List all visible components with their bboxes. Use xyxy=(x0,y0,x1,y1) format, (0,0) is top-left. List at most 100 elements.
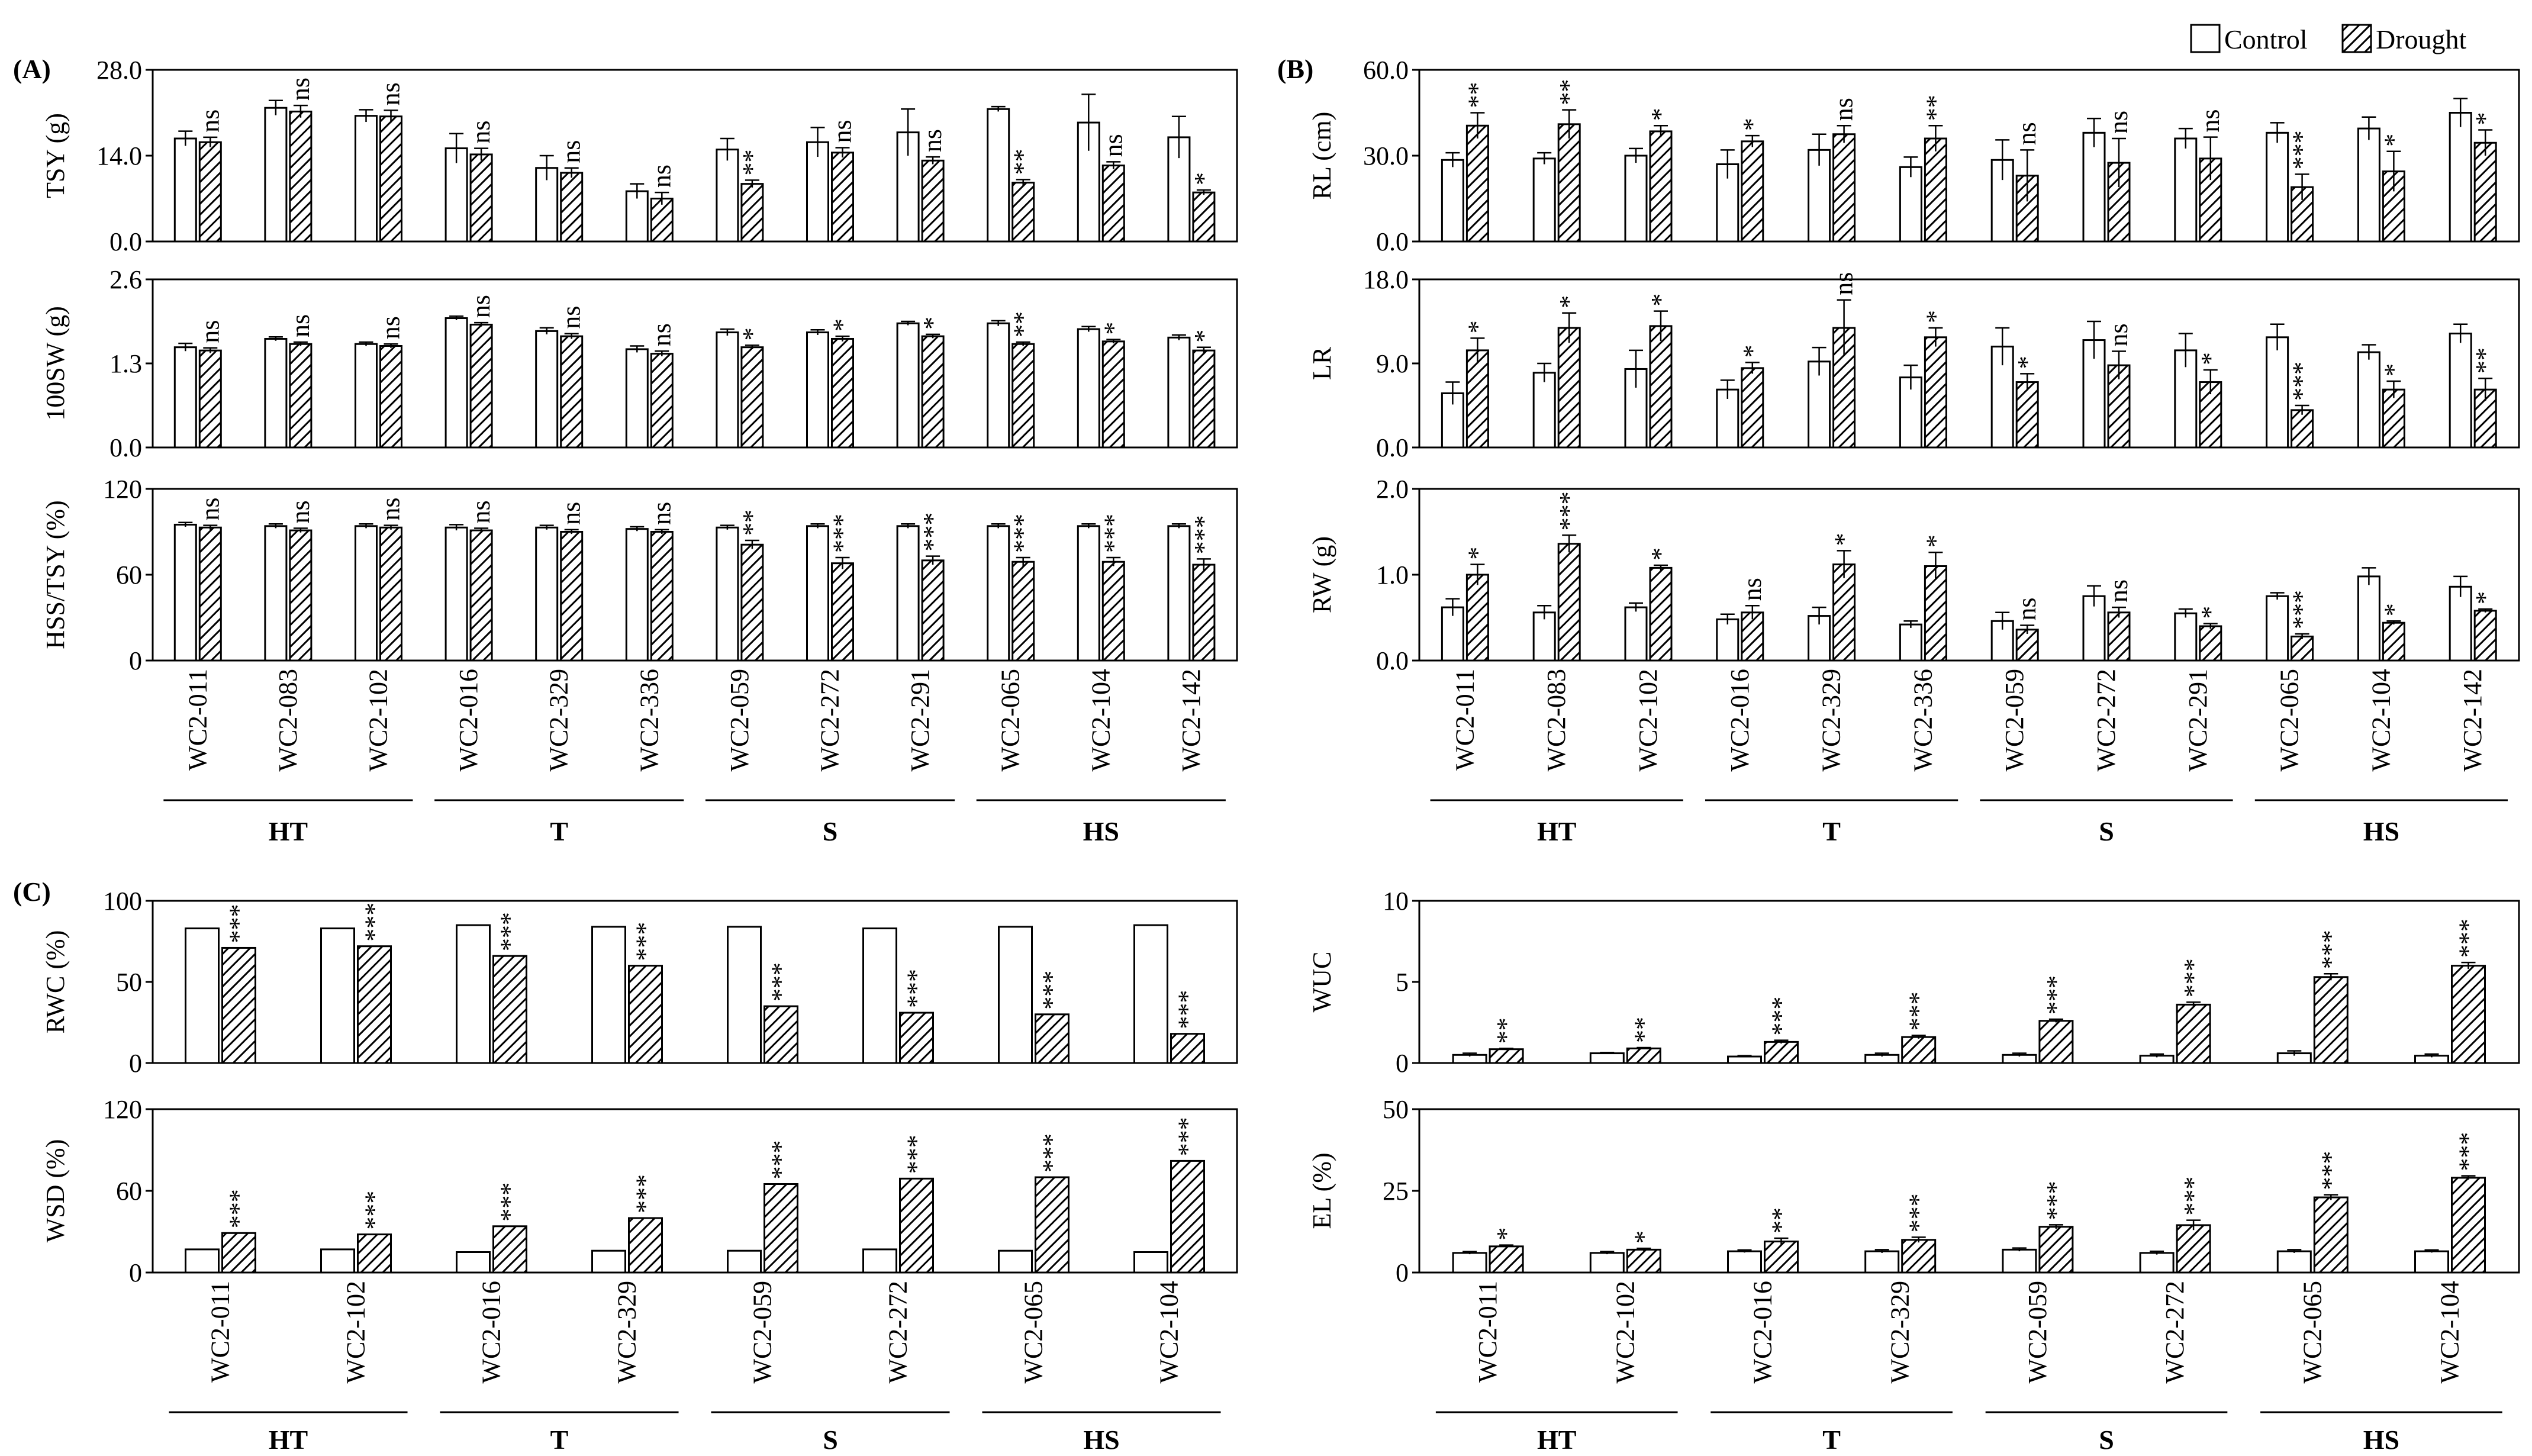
rw-bar-drought-wc2-104 xyxy=(2382,621,2405,662)
wsd-bar-control-wc2-011 xyxy=(185,1248,220,1274)
rwc-bar-control-wc2-104 xyxy=(1133,924,1168,1064)
rl-bar-drought-wc2-016 xyxy=(1741,140,1764,243)
100sw-bar-drought-wc2-272 xyxy=(831,337,854,449)
group-label-t: T xyxy=(1822,816,1841,846)
lr-significance: ns xyxy=(2104,323,2133,346)
rw-significance: * xyxy=(1462,547,1492,560)
wuc-significance: ** xyxy=(1492,1017,1521,1043)
hss-tsy-bar-control-wc2-065 xyxy=(987,525,1010,662)
hss-tsy-significance: ** xyxy=(737,510,766,536)
wuc-bar-drought-wc2-272 xyxy=(2176,1003,2211,1064)
hss-tsy-bar-control-wc2-142 xyxy=(1167,525,1191,662)
category-label-wc2-336: WC2-336 xyxy=(634,669,663,772)
rl-bar-control-wc2-065 xyxy=(2266,131,2289,243)
100sw-plot-frame xyxy=(152,278,1238,449)
category-label-wc2-011: WC2-011 xyxy=(183,669,212,771)
rl-significance: * xyxy=(2379,134,2408,147)
100sw-bar-control-wc2-011 xyxy=(173,346,197,449)
wsd-ylabel: WSD (%) xyxy=(41,1139,70,1243)
tsy-significance: ns xyxy=(918,129,947,152)
rl-bar-drought-wc2-336 xyxy=(1924,137,1947,243)
tsy-bar-control-wc2-083 xyxy=(264,107,288,243)
wsd-bar-drought-wc2-102 xyxy=(357,1233,392,1274)
tsy-bar-control-wc2-336 xyxy=(625,190,649,243)
category-label-wc2-016: WC2-016 xyxy=(454,669,483,772)
hss-tsy-significance: *** xyxy=(918,513,947,552)
lr-ytick-label: 18.0 xyxy=(1363,265,1409,294)
category-label-wc2-104: WC2-104 xyxy=(1155,1281,1184,1384)
wuc-bar-drought-wc2-104 xyxy=(2451,965,2486,1064)
100sw-bar-drought-wc2-102 xyxy=(379,345,402,449)
category-label-wc2-059: WC2-059 xyxy=(748,1281,777,1384)
el-significance: * xyxy=(1492,1228,1521,1241)
wuc-bar-drought-wc2-329 xyxy=(1901,1036,1937,1064)
category-label-wc2-291: WC2-291 xyxy=(2183,669,2212,772)
tsy-bar-control-wc2-329 xyxy=(535,167,559,243)
category-label-wc2-272: WC2-272 xyxy=(884,1281,913,1384)
wuc-bar-control-wc2-102 xyxy=(1589,1052,1625,1064)
el-bar-drought-wc2-272 xyxy=(2176,1224,2211,1274)
rw-bar-drought-wc2-291 xyxy=(2199,625,2222,662)
el-bar-drought-wc2-102 xyxy=(1626,1248,1661,1274)
wsd-ytick-label: 0 xyxy=(129,1258,142,1287)
rw-ytick-label: 1.0 xyxy=(1376,561,1409,590)
group-label-t: T xyxy=(1822,1425,1841,1455)
rwc-bar-control-wc2-016 xyxy=(456,924,491,1064)
rl-ytick-label: 60.0 xyxy=(1363,56,1409,85)
chart-rl: 0.030.060.0RL (cm)** ****ns **ns ns ns*** ** xyxy=(1307,56,2520,256)
lr-significance: * xyxy=(2196,352,2225,365)
el-ylabel: EL (%) xyxy=(1307,1152,1336,1229)
legend-control-swatch xyxy=(2190,24,2221,53)
hss-tsy-bar-drought-wc2-291 xyxy=(921,559,945,662)
category-label-wc2-016: WC2-016 xyxy=(477,1281,506,1384)
category-label-wc2-336: WC2-336 xyxy=(1908,669,1937,772)
panel-label-c: (C) xyxy=(13,877,51,907)
tsy-bar-drought-wc2-065 xyxy=(1011,182,1035,243)
el-bar-control-wc2-016 xyxy=(1727,1250,1762,1274)
wsd-bar-control-wc2-329 xyxy=(591,1249,626,1274)
group-label-ht: HT xyxy=(269,1425,308,1455)
hss-tsy-bar-drought-wc2-329 xyxy=(560,531,584,662)
100sw-ylabel: 100SW (g) xyxy=(41,306,70,421)
el-bar-drought-wc2-329 xyxy=(1901,1239,1937,1274)
group-label-hs: HS xyxy=(1083,816,1119,846)
category-label-wc2-016: WC2-016 xyxy=(1725,669,1754,772)
hss-tsy-significance: ns xyxy=(557,502,586,525)
100sw-ytick-label: 0.0 xyxy=(109,433,142,462)
hss-tsy-ytick-label: 60 xyxy=(116,561,142,590)
tsy-ytick-label: 28.0 xyxy=(96,56,142,85)
lr-bar-drought-wc2-065 xyxy=(2291,409,2314,449)
rw-ylabel: RW (g) xyxy=(1307,536,1336,613)
hss-tsy-bar-drought-wc2-016 xyxy=(469,529,493,662)
category-label-wc2-059: WC2-059 xyxy=(725,669,754,772)
lr-bar-drought-wc2-011 xyxy=(1465,349,1489,449)
category-label-wc2-011: WC2-011 xyxy=(206,1281,235,1383)
wsd-significance: *** xyxy=(495,1183,524,1222)
panel-label-a: (A) xyxy=(13,54,51,84)
lr-bar-drought-wc2-083 xyxy=(1557,327,1581,449)
rw-significance: * xyxy=(2379,603,2408,616)
100sw-bar-drought-wc2-011 xyxy=(198,349,222,449)
lr-ytick-label: 9.0 xyxy=(1376,349,1409,378)
hss-tsy-bar-drought-wc2-011 xyxy=(198,526,222,662)
rwc-bar-control-wc2-272 xyxy=(862,927,897,1064)
rl-significance: ns xyxy=(2196,109,2225,132)
rw-ytick-label: 0.0 xyxy=(1376,646,1409,675)
wuc-bar-drought-wc2-059 xyxy=(2038,1020,2074,1064)
group-label-s: S xyxy=(2099,1425,2114,1455)
tsy-bar-control-wc2-272 xyxy=(806,141,829,243)
100sw-ytick-label: 1.3 xyxy=(109,349,142,378)
wsd-bar-drought-wc2-065 xyxy=(1035,1176,1070,1274)
tsy-ytick-label: 0.0 xyxy=(109,227,142,256)
lr-significance: ** xyxy=(2470,347,2499,373)
category-label-wc2-272: WC2-272 xyxy=(2160,1281,2189,1384)
tsy-significance: ns xyxy=(195,109,224,133)
rw-bar-drought-wc2-336 xyxy=(1924,565,1947,662)
el-significance: *** xyxy=(2041,1181,2070,1220)
group-label-ht: HT xyxy=(1537,816,1576,846)
lr-significance: ns xyxy=(1829,272,1858,295)
wsd-significance: *** xyxy=(1173,1117,1202,1156)
category-label-wc2-065: WC2-065 xyxy=(996,669,1025,772)
100sw-bar-control-wc2-336 xyxy=(625,348,649,449)
